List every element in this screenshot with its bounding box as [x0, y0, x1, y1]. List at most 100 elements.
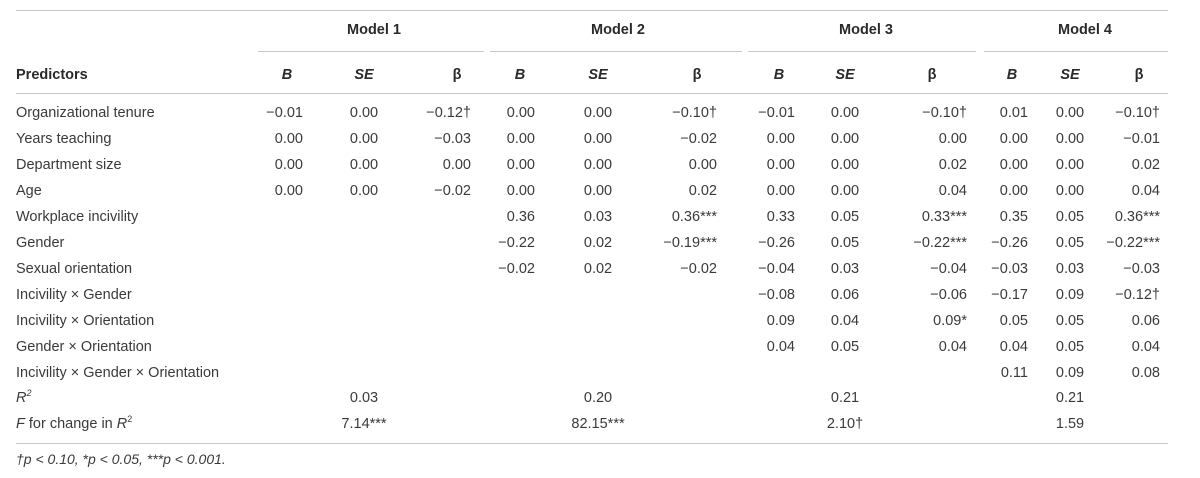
- row-label: Years teaching: [16, 131, 112, 147]
- table-cell: 0.09*: [933, 313, 967, 329]
- table-cell: 0.00: [583, 105, 613, 121]
- table-cell: 0.00: [830, 105, 860, 121]
- col-header-b-model-1: B: [281, 67, 293, 83]
- table-cell: 0.00: [766, 183, 795, 199]
- table-cell: 0.00: [766, 157, 795, 173]
- table-cell: −0.01: [758, 105, 795, 121]
- row-label: Organizational tenure: [16, 105, 155, 121]
- table-cell: 0.05: [1055, 209, 1085, 225]
- table-cell: 0.00: [506, 183, 535, 199]
- table-cell: 0.35: [999, 209, 1028, 225]
- col-header-se-model-1: SE: [354, 67, 374, 83]
- r2-value: 0.21: [1055, 390, 1085, 406]
- table-cell: 0.05: [830, 209, 860, 225]
- table-cell: 0.08: [1131, 365, 1160, 381]
- table-cell: 0.06: [830, 287, 860, 303]
- table-cell: 0.05: [1055, 235, 1085, 251]
- table-cell: 0.00: [442, 157, 471, 173]
- table-cell: 0.00: [349, 131, 379, 147]
- row-label: Incivility × Gender × Orientation: [16, 365, 220, 381]
- table-cell: 0.02: [583, 235, 613, 251]
- f-change-label: F for change in R2: [16, 414, 133, 432]
- col-header-beta-model-3: β: [927, 67, 937, 83]
- col-header-beta-model-4: β: [1134, 67, 1144, 83]
- col-header-b-model-2: B: [514, 67, 526, 83]
- model-3-header: Model 3: [839, 22, 893, 38]
- model-3-underline: [748, 51, 976, 52]
- table-cell: 0.06: [1131, 313, 1160, 329]
- table-cell: 0.04: [938, 339, 967, 355]
- table-cell: 0.00: [274, 131, 303, 147]
- table-cell: 0.00: [583, 131, 613, 147]
- table-cell: 0.04: [830, 313, 860, 329]
- table-cell: 0.04: [999, 339, 1028, 355]
- col-header-b-model-3: B: [773, 67, 785, 83]
- row-label: Incivility × Gender: [16, 287, 132, 303]
- table-cell: −0.02: [498, 261, 535, 277]
- col-header-se-model-4: SE: [1060, 67, 1080, 83]
- f-change-value: 7.14***: [341, 416, 387, 432]
- f-change-value: 82.15***: [571, 416, 625, 432]
- row-label: Age: [16, 183, 42, 199]
- table-cell: 0.03: [830, 261, 860, 277]
- table-cell: −0.02: [680, 131, 717, 147]
- row-label: Gender × Orientation: [16, 339, 152, 355]
- predictors-header: Predictors: [16, 67, 88, 83]
- table-cell: −0.19***: [663, 235, 717, 251]
- table-cell: 0.03: [1055, 261, 1085, 277]
- table-cell: 0.09: [1055, 287, 1085, 303]
- table-cell: −0.17: [991, 287, 1028, 303]
- table-cell: 0.05: [1055, 313, 1085, 329]
- table-cell: 0.00: [1055, 183, 1085, 199]
- table-cell: 0.33***: [921, 209, 967, 225]
- table-cell: 0.00: [274, 183, 303, 199]
- table-cell: −0.22: [498, 235, 535, 251]
- r2-value: 0.03: [349, 390, 379, 406]
- table-cell: −0.04: [758, 261, 795, 277]
- table-cell: −0.03: [434, 131, 471, 147]
- table-cell: −0.22***: [1106, 235, 1160, 251]
- model-2-underline: [490, 51, 742, 52]
- table-cell: 0.36: [506, 209, 535, 225]
- table-cell: 0.00: [506, 131, 535, 147]
- table-cell: 0.01: [999, 105, 1028, 121]
- f-change-value: 2.10†: [826, 416, 864, 432]
- col-header-beta-model-2: β: [692, 67, 702, 83]
- table-cell: −0.12†: [1115, 287, 1160, 303]
- table-cell: 0.02: [1131, 157, 1160, 173]
- table-cell: 0.00: [1055, 105, 1085, 121]
- table-cell: 0.00: [688, 157, 717, 173]
- table-cell: −0.12†: [426, 105, 471, 121]
- table-top-rule: [16, 10, 1168, 11]
- table-cell: 0.11: [1000, 365, 1028, 381]
- table-cell: 0.36***: [671, 209, 717, 225]
- col-header-se-model-2: SE: [588, 67, 608, 83]
- f-change-value: 1.59: [1055, 416, 1085, 432]
- col-header-se-model-3: SE: [835, 67, 855, 83]
- table-cell: 0.04: [1131, 339, 1160, 355]
- table-cell: −0.08: [758, 287, 795, 303]
- header-bottom-rule: [16, 93, 1168, 94]
- table-cell: 0.00: [583, 183, 613, 199]
- table-bottom-rule: [16, 443, 1168, 444]
- table-cell: −0.06: [930, 287, 967, 303]
- r2-value: 0.21: [830, 390, 860, 406]
- table-cell: −0.26: [991, 235, 1028, 251]
- table-cell: 0.02: [938, 157, 967, 173]
- col-header-b-model-4: B: [1006, 67, 1018, 83]
- table-cell: −0.04: [930, 261, 967, 277]
- row-label: Incivility × Orientation: [16, 313, 155, 329]
- table-cell: 0.00: [349, 105, 379, 121]
- r2-value: 0.20: [583, 390, 613, 406]
- model-2-header: Model 2: [591, 22, 645, 38]
- table-cell: 0.00: [830, 131, 860, 147]
- row-label: Department size: [16, 157, 122, 173]
- table-cell: 0.00: [349, 183, 379, 199]
- table-cell: 0.36***: [1114, 209, 1160, 225]
- table-cell: −0.26: [758, 235, 795, 251]
- model-4-header: Model 4: [1058, 22, 1112, 38]
- model-1-header: Model 1: [347, 22, 401, 38]
- table-cell: 0.00: [1055, 157, 1085, 173]
- table-cell: 0.05: [1055, 339, 1085, 355]
